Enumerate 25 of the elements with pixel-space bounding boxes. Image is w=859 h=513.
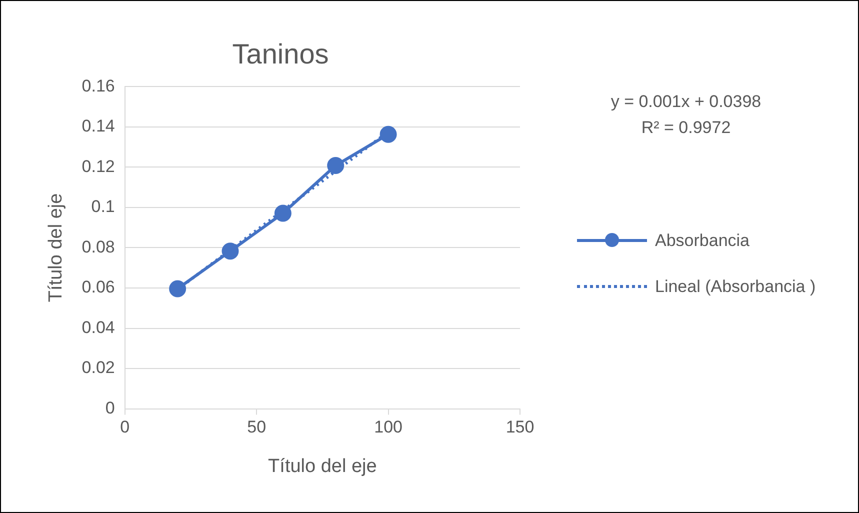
y-tick-label: 0.16 — [82, 76, 115, 96]
y-axis-title: Título del eje — [46, 193, 67, 302]
legend-label: Absorbancia — [655, 231, 751, 251]
text: R² = 0.9972 — [640, 117, 732, 139]
point — [222, 242, 239, 260]
y-tick-label: 0.02 — [82, 358, 115, 378]
point — [274, 204, 292, 222]
point — [380, 126, 397, 143]
point — [169, 280, 186, 298]
legend-label: Lineal (Absorbancia ) — [655, 277, 817, 297]
point — [327, 157, 344, 174]
x-axis-title: Título del eje — [268, 456, 377, 477]
x-tick-label: 0 — [120, 418, 130, 437]
y-tick-label: 0.06 — [82, 278, 115, 297]
y-tick-label: 0.14 — [82, 116, 115, 136]
y-tick-label: 0.12 — [82, 156, 115, 176]
y-tick-label: 0.04 — [82, 318, 115, 337]
text: y = 0.001x + 0.0398 — [610, 91, 762, 113]
y-tick-label: 0 — [105, 398, 115, 418]
x-tick-label: 100 — [374, 418, 402, 437]
x-tick-label: 150 — [506, 418, 534, 437]
y-tick-label: 0.08 — [82, 237, 115, 256]
x-tick-label: 50 — [247, 418, 266, 437]
y-tick-label: 0.1 — [91, 197, 115, 216]
chart-title: Taninos — [232, 38, 329, 70]
